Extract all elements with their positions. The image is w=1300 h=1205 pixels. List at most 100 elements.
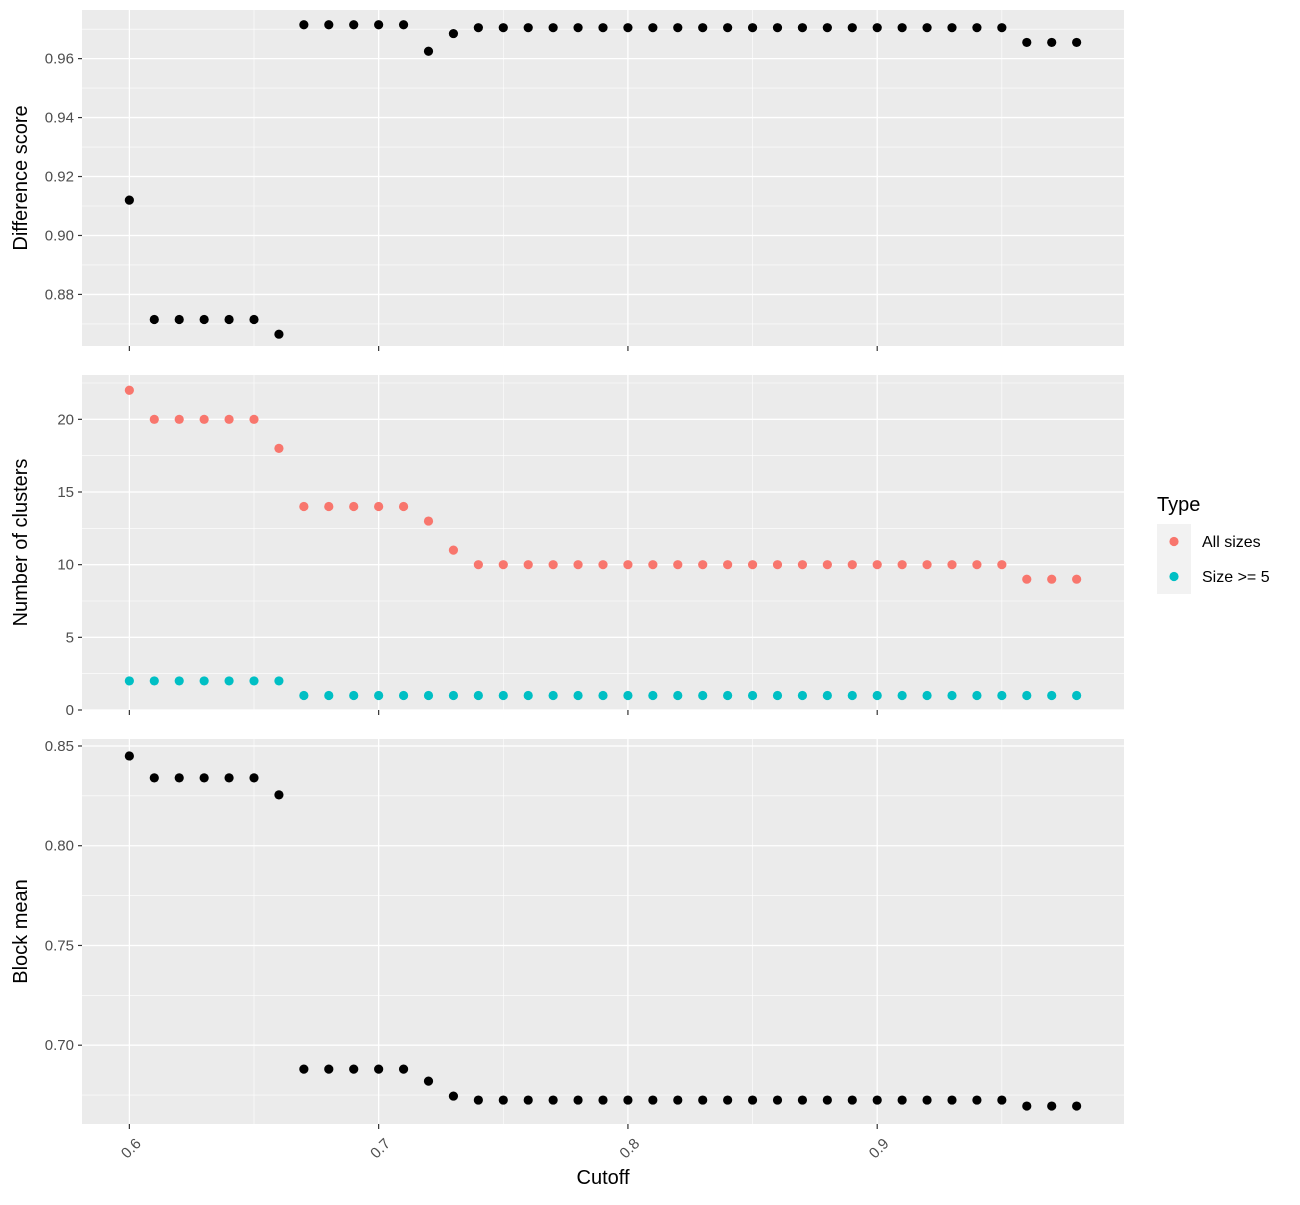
data-point — [747, 1095, 758, 1105]
y-tick-label: 20 — [57, 411, 74, 428]
data-point — [124, 385, 134, 395]
data-point — [723, 690, 733, 701]
y-axis-title: Block mean — [10, 879, 32, 984]
data-point — [249, 676, 259, 686]
data-point — [897, 1095, 907, 1105]
data-point — [249, 773, 259, 783]
data-point — [747, 690, 758, 701]
data-point — [224, 676, 234, 686]
data-point — [872, 690, 882, 701]
data-point — [598, 560, 608, 570]
data-point — [648, 690, 658, 701]
data-point — [847, 23, 857, 33]
data-point — [723, 560, 733, 570]
data-point — [324, 1064, 334, 1074]
data-point — [947, 560, 957, 570]
data-point — [598, 690, 608, 701]
data-point — [124, 195, 134, 205]
data-point — [548, 1095, 558, 1105]
data-point — [747, 23, 758, 33]
data-point — [274, 676, 284, 686]
data-point — [448, 28, 459, 39]
y-tick-label: 0.96 — [45, 51, 74, 68]
legend-key-marker — [1169, 536, 1179, 547]
data-point — [1022, 37, 1032, 48]
data-point — [349, 501, 359, 512]
y-tick-label: 0.94 — [45, 110, 74, 127]
data-point — [124, 751, 134, 761]
data-point — [523, 690, 533, 701]
data-point — [872, 560, 882, 570]
data-point — [897, 560, 907, 570]
y-tick-label: 0.90 — [45, 227, 74, 244]
data-point — [997, 560, 1007, 570]
data-point — [947, 690, 957, 701]
data-point — [398, 20, 409, 30]
data-point — [224, 773, 234, 783]
data-point — [772, 23, 783, 33]
data-point — [772, 690, 783, 701]
data-point — [398, 501, 409, 512]
data-point — [847, 1095, 857, 1105]
data-point — [423, 1076, 434, 1086]
data-point — [648, 1095, 658, 1105]
data-point — [598, 23, 608, 33]
data-point — [723, 1095, 733, 1105]
data-point — [747, 560, 758, 570]
data-point — [174, 773, 184, 783]
data-point — [1047, 1101, 1057, 1111]
data-point — [972, 690, 982, 701]
data-point — [1022, 574, 1032, 584]
data-point — [523, 23, 533, 33]
data-point — [199, 314, 209, 325]
data-point — [523, 1095, 533, 1105]
data-point — [374, 690, 384, 701]
x-tick-label: 0.7 — [367, 1135, 394, 1162]
data-point — [349, 1064, 359, 1074]
data-point — [1022, 1101, 1032, 1111]
data-point — [324, 20, 334, 30]
data-point — [922, 23, 932, 33]
data-point — [972, 1095, 982, 1105]
data-point — [498, 23, 508, 33]
data-point — [349, 690, 359, 701]
data-point — [673, 23, 683, 33]
data-point — [598, 1095, 608, 1105]
y-tick-label: 0.92 — [45, 169, 74, 186]
y-tick-label: 5 — [66, 629, 74, 646]
data-point — [573, 23, 583, 33]
data-point — [149, 773, 159, 783]
data-point — [648, 560, 658, 570]
data-point — [673, 690, 683, 701]
data-point — [1072, 1101, 1082, 1111]
data-point — [224, 314, 234, 325]
data-point — [822, 1095, 832, 1105]
data-point — [448, 1091, 459, 1101]
data-point — [922, 690, 932, 701]
panel-2: 0 5 10 15 20 Number of clusters — [10, 375, 1124, 719]
data-point — [1072, 690, 1082, 701]
data-point — [398, 1064, 409, 1074]
data-point — [498, 690, 508, 701]
data-point — [199, 773, 209, 783]
y-tick-label: 10 — [57, 557, 74, 574]
data-point — [872, 23, 882, 33]
data-point — [498, 560, 508, 570]
data-point — [947, 23, 957, 33]
data-point — [847, 560, 857, 570]
data-point — [374, 20, 384, 30]
series-1 — [124, 751, 1082, 1111]
data-point — [324, 501, 334, 512]
data-point — [473, 690, 483, 701]
data-point — [274, 443, 284, 453]
x-tick-label: 0.6 — [118, 1135, 145, 1162]
data-point — [623, 690, 633, 701]
y-tick-label: 0.80 — [45, 838, 74, 855]
data-point — [673, 560, 683, 570]
data-point — [274, 329, 284, 339]
data-point — [1022, 690, 1032, 701]
data-point — [648, 23, 658, 33]
data-point — [1072, 574, 1082, 584]
